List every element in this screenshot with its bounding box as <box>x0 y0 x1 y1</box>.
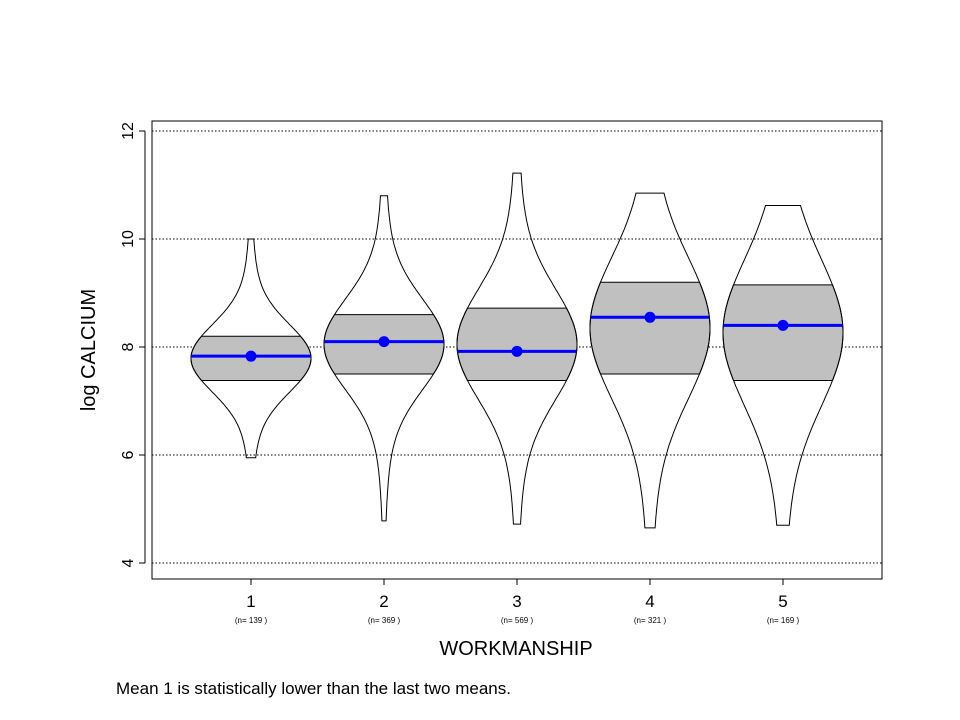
y-axis-label: log CALCIUM <box>78 289 100 411</box>
mean-point-group-2 <box>378 336 390 348</box>
y-tick-label: 10 <box>120 230 137 248</box>
violin-outline-group-4 <box>589 192 711 529</box>
count-label: (n= 569 ) <box>501 616 534 625</box>
y-tick-label: 12 <box>120 122 137 140</box>
x-tick-label: 3 <box>512 592 521 611</box>
y-axis: 4 6 8 10 12 <box>120 122 146 567</box>
x-tick-label: 4 <box>645 592 654 611</box>
count-label: (n= 139 ) <box>235 616 268 625</box>
y-tick-label: 6 <box>120 450 137 459</box>
violin-outline-group-3 <box>456 172 578 525</box>
caption-text: Mean 1 is statistically lower than the l… <box>116 679 511 698</box>
mean-point-group-3 <box>511 345 523 357</box>
count-label: (n= 321 ) <box>634 616 667 625</box>
y-tick-label: 4 <box>120 558 137 567</box>
violin-box-group-3 <box>456 307 578 381</box>
x-tick-label: 5 <box>778 592 787 611</box>
violins <box>190 172 844 529</box>
count-label: (n= 369 ) <box>368 616 401 625</box>
violin-outline-group-2 <box>323 195 445 522</box>
x-axis-label: WORKMANSHIP <box>439 638 592 660</box>
count-label: (n= 169 ) <box>767 616 800 625</box>
x-tick-label: 1 <box>246 592 255 611</box>
violin-outline-group-5 <box>722 205 844 526</box>
mean-point-group-4 <box>644 311 656 323</box>
x-axis: 1 (n= 139 ) 2 (n= 369 ) 3 (n= 569 ) 4 (n= 321 )… <box>235 578 800 625</box>
violin-box-group-4 <box>589 281 711 375</box>
mean-point-group-5 <box>777 319 789 331</box>
violin-box-group-5 <box>722 284 844 381</box>
mean-point-group-1 <box>245 350 257 362</box>
y-tick-label: 8 <box>120 342 137 351</box>
violin-outline-group-1 <box>190 238 312 459</box>
x-tick-label: 2 <box>379 592 388 611</box>
